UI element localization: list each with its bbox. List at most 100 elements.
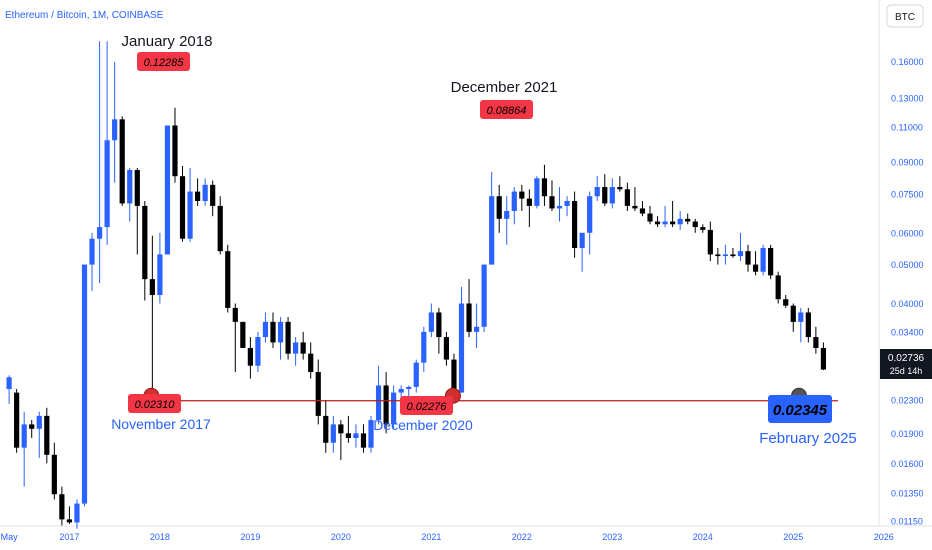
candle: [36, 411, 42, 458]
candle: [654, 216, 661, 228]
price-tick-label: 0.01350: [891, 488, 924, 498]
candle-body: [36, 415, 42, 429]
candle: [587, 191, 593, 255]
candle: [609, 178, 615, 209]
candle: [89, 232, 95, 291]
candle-body: [225, 251, 231, 308]
candle-body: [413, 362, 419, 387]
candle: [443, 331, 450, 366]
candle: [647, 205, 653, 225]
candle-body: [519, 191, 525, 199]
candle-body: [134, 170, 140, 206]
price-tick-label: 0.07500: [891, 189, 924, 199]
candle: [594, 176, 600, 201]
candle-body: [360, 433, 367, 448]
price-tick-label: 0.02300: [891, 396, 924, 406]
candle-body: [308, 353, 314, 373]
candle-body: [300, 342, 306, 354]
current-price-label: 0.02736 25d 14h: [880, 349, 932, 379]
candle-body: [436, 312, 442, 338]
candle-body: [700, 227, 706, 230]
candle: [579, 232, 585, 272]
time-tick-label: 2023: [602, 532, 622, 542]
candle: [232, 303, 238, 373]
candle-body: [594, 187, 600, 197]
candle-body: [66, 519, 73, 523]
peak-2018-date: January 2018: [122, 33, 213, 50]
candle: [428, 303, 434, 338]
candle: [391, 385, 397, 429]
candle-body: [677, 218, 683, 225]
candle-body: [692, 221, 698, 228]
candle: [66, 506, 73, 524]
candle-body: [277, 321, 284, 343]
candle: [526, 189, 532, 228]
candle: [466, 279, 472, 338]
time-tick-label: 2017: [59, 532, 79, 542]
time-tick-label: 2020: [331, 532, 351, 542]
candle-body: [639, 208, 646, 214]
candle: [330, 415, 336, 453]
candle-body: [504, 210, 510, 219]
candle-body: [624, 189, 630, 206]
peak-2021-badge: [480, 100, 533, 119]
candle-body: [737, 251, 744, 257]
candle: [677, 210, 683, 230]
candle: [187, 167, 193, 242]
currency-button[interactable]: BTC: [886, 4, 924, 28]
candle-body: [368, 420, 374, 448]
candle-body: [534, 178, 540, 206]
candle-body: [285, 321, 291, 354]
peak-2021-date: December 2021: [451, 79, 558, 96]
candle: [722, 244, 728, 265]
candle: [473, 303, 480, 348]
time-tick-label: 2025: [783, 532, 803, 542]
candle: [534, 176, 540, 209]
price-axis[interactable]: 0.16000 0.13000 0.11000 0.09000 0.07500 0.060…: [891, 57, 924, 526]
candle-body: [210, 184, 216, 206]
candle-body: [564, 200, 570, 206]
currency-button-label[interactable]: BTC: [895, 12, 915, 23]
current-price-value: 0.02736: [888, 353, 925, 364]
candle: [285, 317, 291, 360]
low-2020-date: December 2020: [373, 417, 473, 433]
candle-body: [813, 337, 819, 348]
candle: [458, 286, 465, 393]
candle-body: [398, 388, 404, 393]
candle-body: [820, 347, 827, 370]
candle: [323, 400, 329, 453]
time-tick-label: 2018: [150, 532, 170, 542]
time-tick-label: 2022: [512, 532, 532, 542]
candle: [752, 251, 759, 276]
low-2020-badge: [400, 396, 453, 415]
candle-body: [428, 312, 434, 332]
candle: [685, 213, 691, 225]
candle-body: [526, 198, 532, 206]
candle-body: [443, 337, 450, 360]
candle-body: [112, 119, 118, 141]
candle-body: [127, 170, 133, 204]
candle-body: [179, 176, 186, 239]
candle-body: [172, 125, 178, 177]
candle-body: [602, 187, 608, 204]
time-axis[interactable]: May 2017 2018 2019 2020 2021 2022 2023 2024 2025 2…: [1, 532, 894, 542]
price-tick-label: 0.09000: [891, 158, 924, 168]
currency-button-frame[interactable]: [886, 4, 924, 28]
candle-body: [587, 196, 593, 233]
price-tick-label: 0.13000: [891, 93, 924, 103]
candle: [360, 424, 367, 453]
candle: [134, 167, 140, 255]
candle: [96, 41, 103, 283]
candle-body: [707, 229, 713, 255]
candle: [421, 326, 427, 373]
candle-body: [29, 424, 35, 429]
time-tick-label: 2026: [874, 532, 894, 542]
current-price-countdown: 25d 14h: [890, 366, 923, 376]
candle-body: [549, 196, 555, 209]
low-2017-value: 0.02310: [135, 399, 176, 411]
price-tick-label: 0.01150: [891, 516, 923, 526]
candle: [225, 244, 231, 313]
candle: [700, 224, 706, 233]
candle-body: [541, 178, 548, 197]
